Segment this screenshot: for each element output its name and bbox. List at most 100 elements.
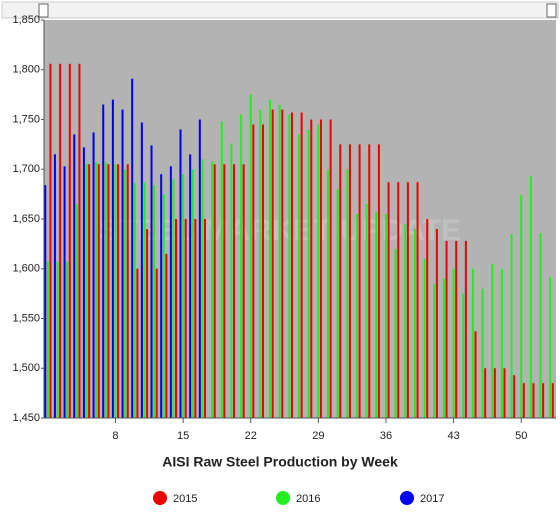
bar [252, 124, 255, 418]
bar [204, 219, 207, 418]
bar [520, 195, 523, 418]
bar [413, 228, 416, 418]
bar [126, 164, 129, 418]
bar [510, 233, 513, 418]
y-tick-label: 1,450 [12, 412, 40, 424]
bar [92, 132, 95, 418]
bar [85, 164, 88, 418]
y-tick-label: 1,750 [12, 113, 40, 125]
bar [377, 144, 380, 418]
bar [249, 94, 252, 418]
bar [522, 383, 525, 418]
scroll-bar[interactable] [1, 1, 559, 19]
x-tick-label: 29 [312, 430, 324, 442]
bar [426, 219, 429, 418]
bar [78, 63, 81, 418]
bar [160, 174, 163, 418]
bar [452, 268, 455, 418]
bar [416, 182, 419, 418]
bar [95, 162, 98, 418]
x-tick-label: 36 [380, 430, 392, 442]
legend-marker [153, 491, 167, 505]
bar [513, 375, 516, 418]
bar [121, 109, 124, 419]
bar [551, 383, 554, 418]
bar [49, 63, 52, 418]
bar [484, 368, 487, 418]
x-tick-label: 22 [245, 430, 257, 442]
bar [150, 145, 153, 418]
bar [56, 261, 59, 418]
bar [317, 124, 320, 418]
x-tick-label: 8 [112, 430, 118, 442]
bar [387, 182, 390, 418]
bar [500, 268, 503, 418]
bar [240, 114, 243, 419]
bar [455, 240, 458, 418]
legend-label: 2017 [420, 493, 444, 505]
bar [169, 166, 172, 418]
x-tick-label: 50 [515, 430, 527, 442]
bar [133, 183, 136, 418]
bar [59, 63, 62, 418]
bar [368, 144, 371, 418]
bar [404, 223, 407, 418]
bar [539, 232, 542, 418]
bar [319, 119, 322, 418]
bar [114, 164, 117, 418]
y-tick-label: 1,650 [12, 213, 40, 225]
chart-title: AISI Raw Steel Production by Week [162, 454, 398, 470]
bar [233, 164, 236, 418]
bar [397, 182, 400, 418]
bar [97, 164, 100, 418]
bar [136, 268, 139, 418]
bar [191, 169, 194, 418]
legend-marker [276, 491, 290, 505]
y-tick-label: 1,850 [12, 14, 40, 26]
bar [201, 159, 204, 419]
bar [493, 368, 496, 418]
bar [462, 293, 465, 418]
bar [310, 119, 313, 418]
bar [471, 268, 474, 418]
bar [542, 383, 545, 418]
y-tick-label: 1,550 [12, 312, 40, 324]
bar [102, 104, 105, 418]
y-tick-label: 1,700 [12, 163, 40, 175]
bar [339, 144, 342, 418]
bar [355, 214, 358, 418]
bar [503, 368, 506, 418]
bar [73, 134, 76, 419]
scroll-handle[interactable] [546, 3, 557, 18]
x-tick-label: 43 [447, 430, 459, 442]
bar [179, 129, 182, 418]
bar [53, 154, 56, 418]
bar [532, 383, 535, 418]
bar [261, 124, 264, 418]
y-tick-label: 1,600 [12, 263, 40, 275]
bar [75, 204, 78, 418]
scroll-handle[interactable] [38, 3, 49, 18]
y-tick-label: 1,800 [12, 64, 40, 76]
bar [230, 143, 233, 418]
bar [259, 109, 262, 419]
bar [143, 182, 146, 418]
bar [442, 278, 445, 418]
bar [365, 204, 368, 418]
legend-label: 2015 [173, 493, 197, 505]
bar [406, 182, 409, 418]
bar [63, 166, 66, 418]
bar [211, 161, 214, 419]
bar [394, 248, 397, 418]
bar [358, 144, 361, 418]
bar [175, 219, 178, 418]
bar [278, 104, 281, 418]
bar [68, 63, 71, 418]
bar [464, 240, 467, 418]
bar [198, 119, 201, 418]
bar [223, 164, 226, 418]
bar [82, 147, 85, 419]
bar [348, 144, 351, 418]
bar [271, 109, 274, 419]
bar [44, 185, 47, 418]
